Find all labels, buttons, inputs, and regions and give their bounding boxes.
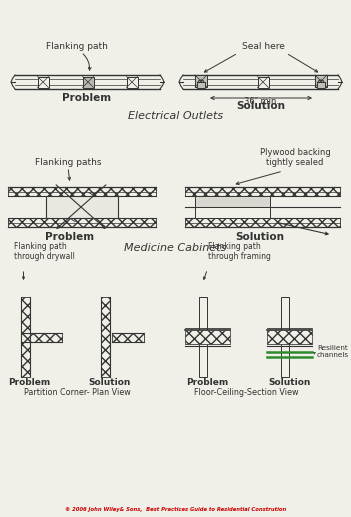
Text: Electrical Outlets: Electrical Outlets — [128, 111, 223, 121]
Bar — [267, 330, 312, 344]
Text: Solution: Solution — [236, 232, 285, 242]
Text: Problem: Problem — [45, 232, 94, 242]
Bar — [317, 82, 325, 88]
Bar — [197, 82, 205, 88]
Text: Solution: Solution — [237, 101, 285, 111]
Text: Problem: Problem — [62, 93, 112, 103]
Bar — [82, 77, 93, 87]
Text: Solution: Solution — [88, 378, 131, 387]
Text: 36″ min.: 36″ min. — [244, 97, 278, 106]
Bar — [280, 297, 289, 377]
Text: © 2006 John Wiley& Sons,  Best Practices Guide to Residential Constrution: © 2006 John Wiley& Sons, Best Practices … — [65, 507, 286, 512]
Text: Problem: Problem — [8, 378, 51, 387]
Bar — [185, 330, 230, 344]
Text: Floor-Ceiling-Section View: Floor-Ceiling-Section View — [194, 388, 298, 397]
Text: Plywood backing
tightly sealed: Plywood backing tightly sealed — [260, 147, 330, 167]
Bar — [199, 297, 206, 377]
Bar — [195, 196, 270, 207]
Bar — [195, 207, 270, 218]
Bar — [315, 75, 327, 87]
Bar — [30, 332, 61, 342]
Bar — [46, 196, 118, 218]
Text: Flanking path
through framing: Flanking path through framing — [208, 242, 271, 261]
Bar — [8, 187, 156, 196]
Bar — [38, 77, 48, 87]
Text: Partition Corner- Plan View: Partition Corner- Plan View — [24, 388, 130, 397]
Bar — [112, 332, 144, 342]
Bar — [195, 75, 207, 87]
Text: Flanking paths: Flanking paths — [35, 158, 101, 167]
Bar — [185, 187, 340, 196]
Bar — [21, 297, 30, 377]
Text: Problem: Problem — [186, 378, 229, 387]
Text: Flanking path
through drywall: Flanking path through drywall — [14, 242, 75, 261]
Bar — [8, 218, 156, 227]
Text: Seal here: Seal here — [241, 42, 284, 51]
Text: Flanking path: Flanking path — [46, 42, 108, 51]
Bar — [101, 297, 110, 377]
Text: Solution: Solution — [268, 378, 311, 387]
Text: Resilient
channels: Resilient channels — [317, 345, 349, 358]
Bar — [185, 218, 340, 227]
Bar — [258, 77, 269, 87]
Text: Medicine Cabinets: Medicine Cabinets — [124, 243, 227, 253]
Bar — [126, 77, 138, 87]
